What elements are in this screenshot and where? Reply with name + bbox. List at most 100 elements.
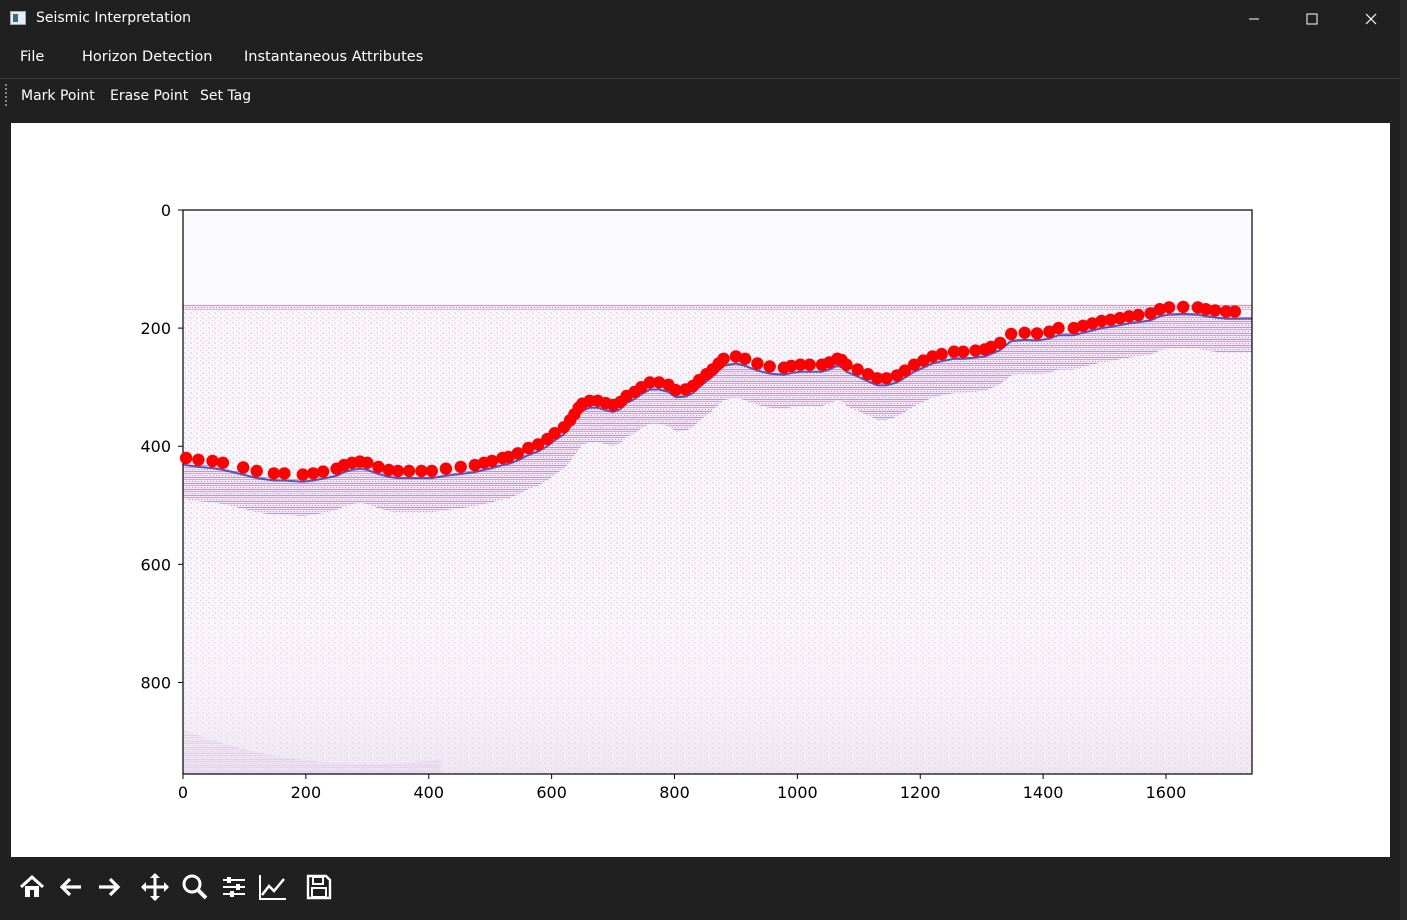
horizon-point[interactable]: [278, 467, 291, 480]
horizon-point[interactable]: [267, 467, 281, 480]
horizon-point[interactable]: [643, 376, 657, 389]
horizon-point[interactable]: [402, 464, 416, 478]
pan-icon[interactable]: [140, 872, 170, 902]
horizon-point[interactable]: [1018, 326, 1031, 339]
close-button[interactable]: [1342, 0, 1400, 38]
horizon-point[interactable]: [1132, 308, 1145, 322]
horizon-point[interactable]: [372, 460, 385, 474]
horizon-point[interactable]: [237, 461, 250, 474]
horizon-point[interactable]: [1228, 305, 1242, 318]
x-tick-label: 1000: [777, 783, 818, 802]
horizon-point[interactable]: [548, 427, 561, 440]
horizon-point[interactable]: [763, 360, 776, 373]
menu-horizon-detection[interactable]: Horizon Detection: [82, 49, 213, 65]
horizon-point[interactable]: [993, 336, 1007, 350]
horizon-point[interactable]: [1095, 314, 1108, 328]
horizon-point[interactable]: [206, 454, 219, 468]
back-icon[interactable]: [56, 872, 86, 902]
horizon-point[interactable]: [1122, 310, 1136, 323]
horizon-point[interactable]: [738, 352, 752, 365]
title-bar[interactable]: Seismic Interpretation: [0, 0, 1400, 38]
horizon-point[interactable]: [425, 464, 438, 478]
maximize-button[interactable]: [1283, 0, 1341, 38]
horizon-point[interactable]: [935, 347, 948, 361]
x-tick-label: 800: [659, 783, 690, 802]
horizon-point[interactable]: [454, 460, 467, 474]
horizon-point[interactable]: [785, 359, 798, 373]
horizon-point[interactable]: [1005, 327, 1018, 341]
horizon-point[interactable]: [898, 364, 912, 377]
horizon-point[interactable]: [1104, 313, 1117, 326]
horizon-point[interactable]: [1220, 305, 1233, 318]
x-tick-label: 1400: [1023, 783, 1064, 802]
minimize-button[interactable]: [1225, 0, 1283, 38]
set-tag-button[interactable]: Set Tag: [200, 88, 252, 104]
save-icon[interactable]: [304, 872, 334, 902]
horizon-point[interactable]: [511, 447, 524, 460]
horizon-point[interactable]: [250, 464, 263, 478]
horizon-point[interactable]: [947, 345, 961, 358]
horizon-point[interactable]: [669, 383, 682, 397]
horizon-point[interactable]: [415, 464, 428, 478]
horizon-point[interactable]: [192, 453, 205, 466]
horizon-point[interactable]: [485, 454, 499, 468]
plot-canvas[interactable]: 0 200 400 600 800 0 200 400 600 800 1000 1200 1400 1…: [11, 123, 1390, 857]
horizon-point[interactable]: [296, 468, 309, 481]
home-icon[interactable]: [17, 872, 47, 902]
navigation-toolbar: [0, 860, 1400, 920]
maximize-icon: [1306, 13, 1318, 25]
horizon-point[interactable]: [1030, 327, 1044, 340]
mark-point-button[interactable]: Mark Point: [21, 88, 95, 104]
x-tick-label: 400: [413, 783, 444, 802]
horizon-point[interactable]: [1208, 304, 1222, 317]
y-axis: 0 200 400 600 800: [140, 201, 183, 692]
edit-axis-icon[interactable]: [258, 872, 288, 902]
horizon-point[interactable]: [391, 464, 405, 478]
configure-subplots-icon[interactable]: [219, 872, 249, 902]
horizon-point[interactable]: [871, 372, 884, 385]
toolbar-grip[interactable]: [5, 84, 7, 106]
y-tick-label: 0: [161, 201, 171, 220]
horizon-point[interactable]: [880, 372, 893, 385]
horizon-point[interactable]: [179, 451, 193, 465]
zoom-icon[interactable]: [180, 872, 210, 902]
horizon-point[interactable]: [1052, 321, 1065, 335]
horizon-point[interactable]: [1076, 319, 1090, 332]
horizon-point[interactable]: [1199, 303, 1213, 316]
horizon-point[interactable]: [1162, 301, 1176, 314]
horizon-point[interactable]: [803, 358, 816, 371]
horizon-point[interactable]: [361, 456, 374, 469]
horizon-point[interactable]: [1177, 300, 1190, 314]
horizon-point[interactable]: [216, 456, 230, 469]
horizon-point[interactable]: [1113, 311, 1127, 325]
horizon-point[interactable]: [957, 345, 970, 358]
horizon-point[interactable]: [717, 352, 730, 365]
horizon-point[interactable]: [840, 358, 853, 371]
app-icon: [10, 11, 26, 25]
horizon-point[interactable]: [1153, 303, 1167, 316]
erase-point-button[interactable]: Erase Point: [110, 88, 189, 104]
seismic-plot[interactable]: 0 200 400 600 800 0 200 400 600 800 1000 1200 1400 1…: [11, 123, 1390, 857]
horizon-point[interactable]: [652, 376, 666, 389]
horizon-point[interactable]: [382, 463, 395, 477]
x-tick-label: 1600: [1146, 783, 1187, 802]
horizon-point[interactable]: [851, 363, 864, 376]
menu-file[interactable]: File: [20, 49, 45, 65]
x-tick-label: 600: [536, 783, 567, 802]
horizon-point[interactable]: [794, 358, 807, 371]
horizon-point[interactable]: [307, 467, 320, 480]
background-window-edge: [1400, 0, 1407, 920]
horizon-point[interactable]: [969, 344, 982, 357]
horizon-point[interactable]: [439, 462, 453, 475]
y-tick-label: 200: [140, 319, 171, 338]
first-arrival-band: [183, 304, 1252, 310]
horizon-point[interactable]: [751, 357, 764, 370]
menu-instantaneous-attributes[interactable]: Instantaneous Attributes: [244, 49, 424, 65]
horizon-point[interactable]: [531, 438, 545, 451]
deep-shading: [183, 564, 1252, 774]
horizon-point[interactable]: [522, 441, 535, 455]
forward-icon[interactable]: [94, 872, 124, 902]
horizon-point[interactable]: [316, 465, 330, 478]
y-tick-label: 800: [140, 673, 171, 692]
